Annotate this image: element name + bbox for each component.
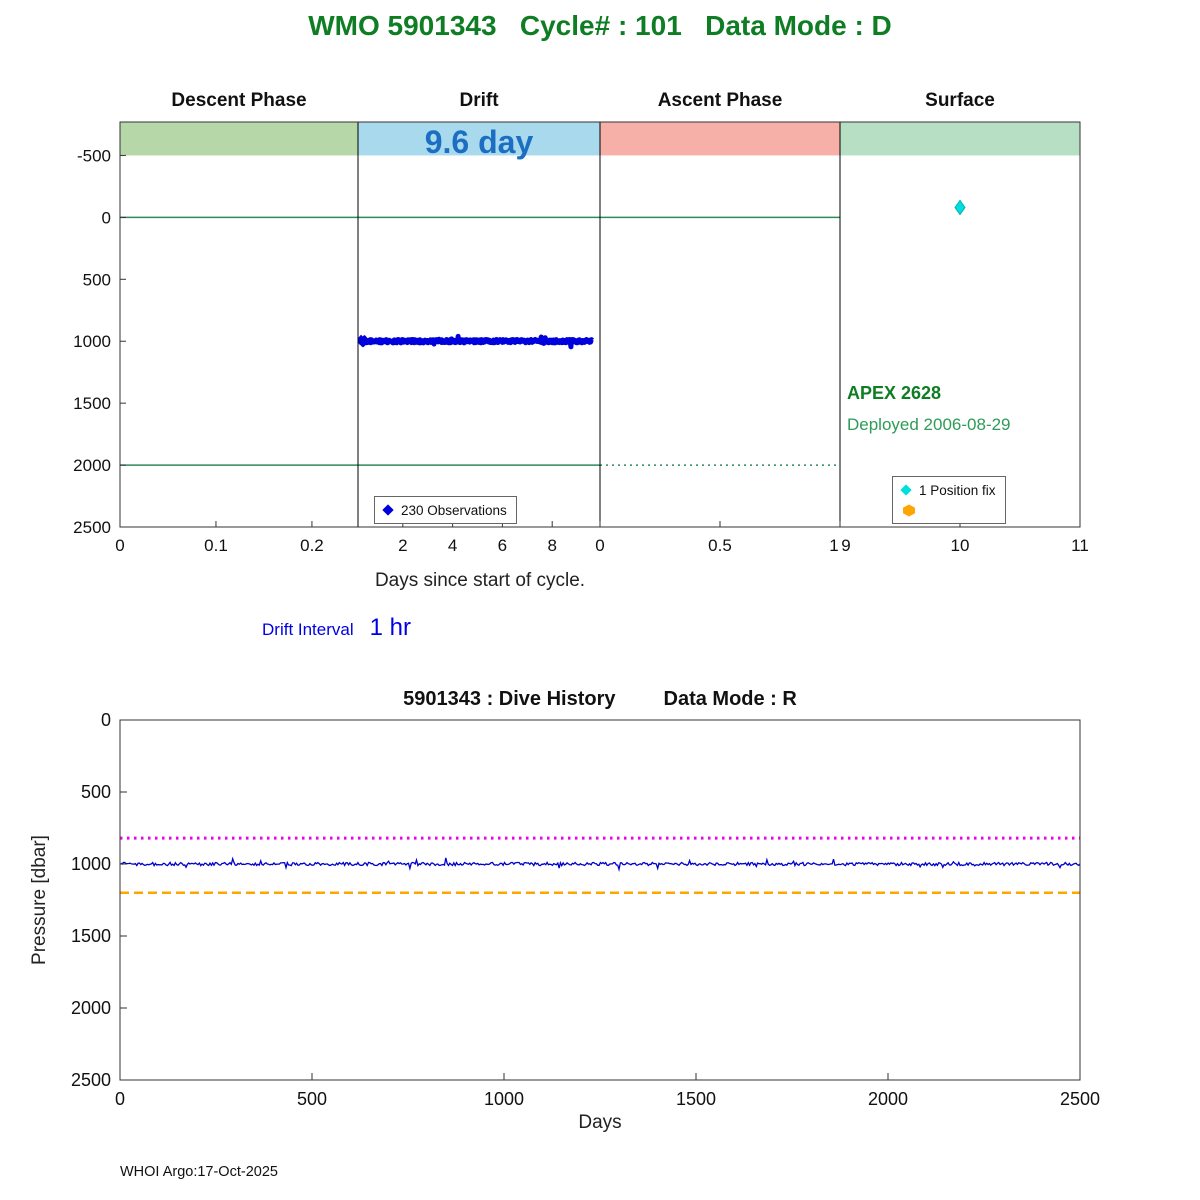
drift-observations-line — [358, 333, 595, 350]
y-tick-label: 1500 — [73, 394, 111, 413]
y-tick-label: 1000 — [71, 854, 111, 874]
drift-interval-label: Drift Interval — [262, 620, 354, 639]
drift-interval: Drift Interval 1 hr — [262, 614, 411, 642]
x-tick-label: 6 — [498, 536, 507, 555]
bottom-xlabel: Days — [578, 1112, 622, 1133]
legend-position-fix-label: 1 Position fix — [919, 482, 996, 498]
phase-label-descent: Descent Phase — [171, 90, 307, 111]
drift-duration-label: 9.6 day — [425, 124, 534, 160]
x-tick-label: 1500 — [676, 1089, 716, 1109]
phase-label-surface: Surface — [925, 90, 995, 111]
phase-band-1 — [358, 122, 600, 156]
y-tick-label: 0 — [102, 208, 111, 227]
x-tick-label: 1000 — [484, 1089, 524, 1109]
y-tick-label: 0 — [101, 710, 111, 730]
x-tick-label: 2500 — [1060, 1089, 1100, 1109]
figure-title: WMO 5901343 Cycle# : 101 Data Mode : D — [308, 10, 892, 41]
x-tick-label: 1 — [829, 536, 838, 555]
x-tick-label: 0 — [115, 536, 124, 555]
diamond-marker-icon — [900, 484, 912, 496]
float-model-label: APEX 2628 — [847, 383, 942, 403]
bottom-title-left: 5901343 : Dive History — [403, 688, 616, 710]
x-tick-label: 9 — [841, 536, 850, 555]
dive-history-line — [120, 856, 1081, 872]
x-tick-label: 0 — [115, 1089, 125, 1109]
deployed-date-label: Deployed 2006-08-29 — [847, 415, 1011, 434]
top-xlabel: Days since start of cycle. — [374, 570, 586, 591]
bottom-chart-title: 5901343 : Dive History Data Mode : R — [0, 688, 1200, 711]
legend-row: 230 Observations — [382, 500, 507, 520]
phase-band-2 — [600, 122, 840, 156]
x-tick-label: 0.2 — [300, 536, 324, 555]
y-tick-label: 2500 — [73, 518, 111, 537]
y-tick-label: 2000 — [71, 998, 111, 1018]
legend-observations-label: 230 Observations — [401, 502, 507, 518]
x-tick-label: 2 — [398, 536, 407, 555]
footer-credit: WHOI Argo:17-Oct-2025 — [120, 1164, 278, 1180]
y-tick-label: 500 — [83, 270, 111, 289]
x-tick-label: 0.1 — [204, 536, 228, 555]
x-tick-label: 11 — [1071, 536, 1089, 555]
drift-interval-value: 1 hr — [369, 614, 411, 641]
float-annotation: APEX 2628 Deployed 2006-08-29 — [847, 383, 1011, 435]
y-tick-label: 500 — [81, 782, 111, 802]
hexagon-marker-icon — [903, 504, 915, 516]
bottom-title-right: Data Mode : R — [663, 688, 797, 710]
y-tick-label: 2000 — [73, 456, 111, 475]
phase-label-ascent: Ascent Phase — [657, 90, 783, 111]
y-tick-label: 1000 — [73, 332, 111, 351]
bottom-ylabel: Pressure [dbar] — [29, 835, 50, 965]
phase-label-drift: Drift — [459, 90, 499, 111]
drift-observation-marker — [357, 335, 365, 344]
x-tick-label: 0.5 — [708, 536, 732, 555]
legend-row — [902, 500, 996, 520]
legend-observations: 230 Observations — [374, 496, 517, 524]
x-tick-label: 4 — [448, 536, 457, 555]
y-tick-label: 2500 — [71, 1070, 111, 1090]
phase-band-0 — [120, 122, 358, 156]
x-tick-label: 8 — [547, 536, 556, 555]
x-tick-label: 2000 — [868, 1089, 908, 1109]
x-tick-label: 0 — [595, 536, 604, 555]
position-fix-marker — [954, 199, 966, 216]
y-tick-label: 1500 — [71, 926, 111, 946]
y-tick-label: -500 — [77, 146, 111, 165]
legend-row: 1 Position fix — [900, 480, 996, 500]
diamond-marker-icon — [382, 504, 394, 516]
x-tick-label: 500 — [297, 1089, 327, 1109]
phase-band-3 — [840, 122, 1080, 156]
x-tick-label: 10 — [951, 536, 970, 555]
bottom-plot-border — [119, 719, 1081, 1081]
legend-position-fix: 1 Position fix — [892, 476, 1006, 524]
